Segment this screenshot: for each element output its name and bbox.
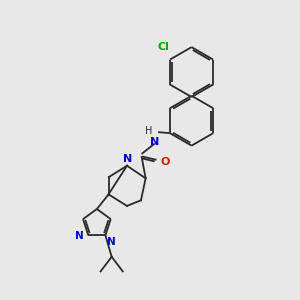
- Text: Cl: Cl: [158, 42, 170, 52]
- Text: N: N: [75, 231, 84, 241]
- Text: O: O: [160, 157, 170, 166]
- Text: N: N: [150, 136, 159, 147]
- Text: N: N: [107, 237, 116, 247]
- Text: N: N: [123, 154, 132, 164]
- Text: H: H: [145, 126, 152, 136]
